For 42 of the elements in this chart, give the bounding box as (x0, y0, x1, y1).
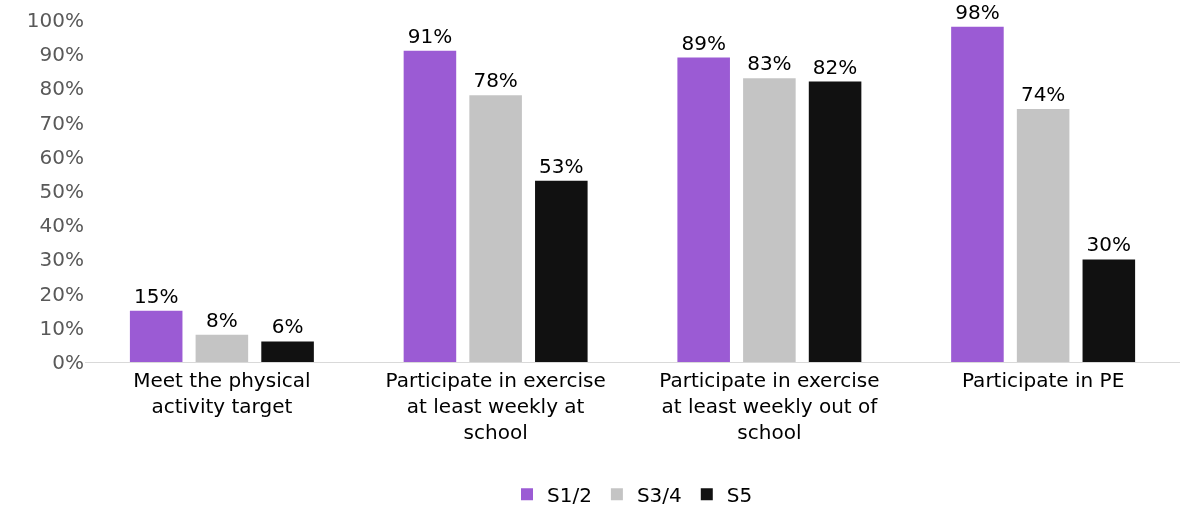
data-label: 91% (407, 23, 453, 48)
bar (743, 78, 796, 362)
data-label: 15% (133, 283, 179, 308)
bar (808, 81, 862, 362)
data-label: 74% (1020, 81, 1066, 106)
data-label: 98% (955, 0, 1000, 24)
bar (535, 180, 588, 362)
y-tick-label: 10% (39, 315, 84, 340)
x-tick-label: Participate in exercise at least weekly out of school (659, 368, 880, 444)
data-label: 8% (206, 307, 238, 332)
bar (469, 95, 522, 362)
data-label: 82% (812, 54, 858, 79)
x-tick-label: Participate in exercise at least weekly at school (385, 368, 606, 444)
legend-label: S1/2 (547, 483, 592, 508)
x-tick-label: Participate in PE (961, 368, 1125, 392)
data-label: 30% (1086, 232, 1132, 257)
data-label: 89% (681, 30, 726, 55)
legend-label: S5 (726, 483, 753, 508)
bar (951, 26, 1004, 362)
y-tick-label: 50% (39, 179, 84, 203)
y-tick-label: 30% (39, 247, 84, 272)
data-label: 83% (747, 51, 792, 76)
x-tick-label: Meet the physical activity target (133, 368, 311, 418)
bar (1016, 108, 1070, 362)
y-tick-label: 80% (39, 76, 84, 101)
bar (129, 310, 183, 362)
legend-label: S3/4 (636, 483, 682, 508)
bar (403, 50, 457, 362)
bar (195, 334, 249, 362)
y-tick-label: 90% (39, 42, 84, 67)
y-tick-label: 40% (39, 213, 84, 238)
y-tick-label: 0% (52, 350, 84, 374)
y-tick-label: 70% (39, 110, 84, 135)
data-label: 6% (271, 314, 304, 339)
y-tick-label: 100% (26, 8, 84, 32)
bar (677, 57, 730, 362)
y-tick-label: 60% (39, 144, 84, 169)
data-label: 53% (539, 153, 584, 178)
bar (261, 341, 314, 362)
data-label: 78% (473, 68, 518, 93)
y-tick-label: 20% (39, 281, 84, 306)
bar (1082, 259, 1136, 362)
